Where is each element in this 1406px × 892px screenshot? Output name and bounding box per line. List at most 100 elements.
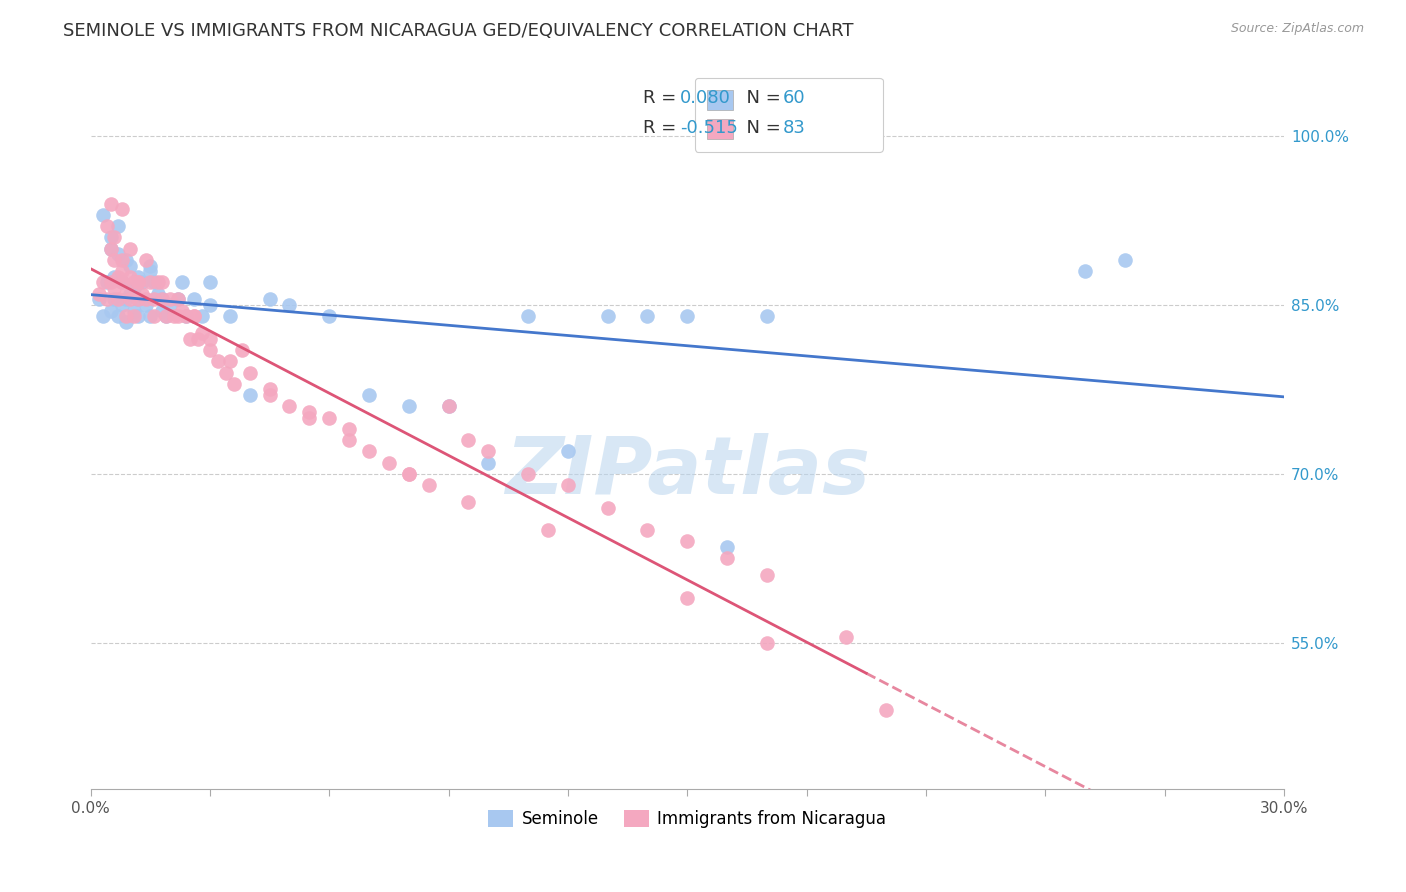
Point (150, 293, 173, 307)
Point (103, 252, 125, 267)
Point (91, 208, 114, 222)
Point (124, 281, 146, 295)
Point (91, 310, 114, 324)
Point (111, 276, 134, 290)
Point (107, 310, 129, 324)
Point (115, 286, 138, 301)
Point (218, 354, 240, 368)
Point (198, 332, 221, 346)
Point (637, 310, 659, 324)
Point (107, 247, 129, 261)
Point (239, 388, 262, 402)
Point (139, 259, 162, 273)
Point (437, 400, 460, 414)
Point (207, 354, 229, 368)
Point (437, 400, 460, 414)
Point (1074, 264, 1097, 278)
Point (755, 310, 778, 324)
Point (115, 315, 138, 329)
Point (103, 293, 125, 307)
Point (259, 388, 281, 402)
Point (127, 293, 149, 307)
Point (183, 310, 205, 324)
Point (159, 298, 181, 312)
Point (87, 286, 110, 301)
Point (155, 310, 177, 324)
Point (155, 310, 177, 324)
Text: ZIPatlas: ZIPatlas (505, 434, 870, 511)
Point (100, 276, 122, 290)
Point (378, 456, 401, 470)
Point (100, 303, 122, 318)
Point (676, 310, 699, 324)
Point (179, 332, 201, 346)
Point (477, 456, 499, 470)
Point (191, 310, 214, 324)
Point (91, 276, 114, 290)
Text: 83: 83 (783, 119, 806, 137)
Text: N =: N = (735, 88, 786, 107)
Point (298, 410, 321, 425)
Point (139, 264, 162, 278)
Point (143, 293, 166, 307)
Point (259, 293, 281, 307)
Point (337, 433, 360, 447)
Text: SEMINOLE VS IMMIGRANTS FROM NICARAGUA GED/EQUIVALENCY CORRELATION CHART: SEMINOLE VS IMMIGRANTS FROM NICARAGUA GE… (63, 22, 853, 40)
Point (174, 310, 197, 324)
Point (143, 310, 166, 324)
Point (107, 293, 129, 307)
Point (150, 303, 173, 318)
Point (135, 298, 157, 312)
Text: 0.080: 0.080 (681, 88, 731, 107)
Point (111, 298, 134, 312)
Point (477, 444, 499, 458)
Point (120, 242, 142, 256)
Point (557, 478, 579, 492)
Point (716, 540, 738, 554)
Point (150, 293, 173, 307)
Point (537, 523, 560, 537)
Point (1114, 252, 1136, 267)
Point (198, 298, 221, 312)
Point (191, 326, 214, 340)
Point (167, 293, 190, 307)
Point (183, 310, 205, 324)
Point (111, 202, 134, 217)
Point (198, 343, 221, 357)
Point (115, 310, 138, 324)
Point (127, 293, 149, 307)
Point (457, 433, 479, 447)
Point (676, 591, 699, 605)
Point (318, 410, 340, 425)
Point (398, 467, 420, 481)
Point (124, 276, 146, 290)
Point (120, 286, 142, 301)
Point (120, 259, 142, 273)
Point (231, 343, 253, 357)
Point (127, 276, 149, 290)
Point (239, 366, 262, 380)
Point (107, 269, 129, 284)
Point (150, 276, 173, 290)
Point (716, 551, 738, 566)
Point (139, 310, 162, 324)
Point (215, 366, 238, 380)
Text: N =: N = (735, 119, 786, 137)
Point (111, 276, 134, 290)
Point (517, 310, 540, 324)
Text: R =: R = (643, 88, 682, 107)
Point (127, 310, 149, 324)
Point (143, 276, 166, 290)
Point (96, 276, 118, 290)
Point (124, 303, 146, 318)
Point (517, 467, 540, 481)
Point (148, 276, 170, 290)
Point (100, 196, 122, 211)
Legend: Seminole, Immigrants from Nicaragua: Seminole, Immigrants from Nicaragua (482, 804, 893, 835)
Point (357, 388, 380, 402)
Point (259, 383, 281, 397)
Point (96, 293, 118, 307)
Text: -0.515: -0.515 (681, 119, 738, 137)
Point (198, 276, 221, 290)
Point (222, 376, 245, 391)
